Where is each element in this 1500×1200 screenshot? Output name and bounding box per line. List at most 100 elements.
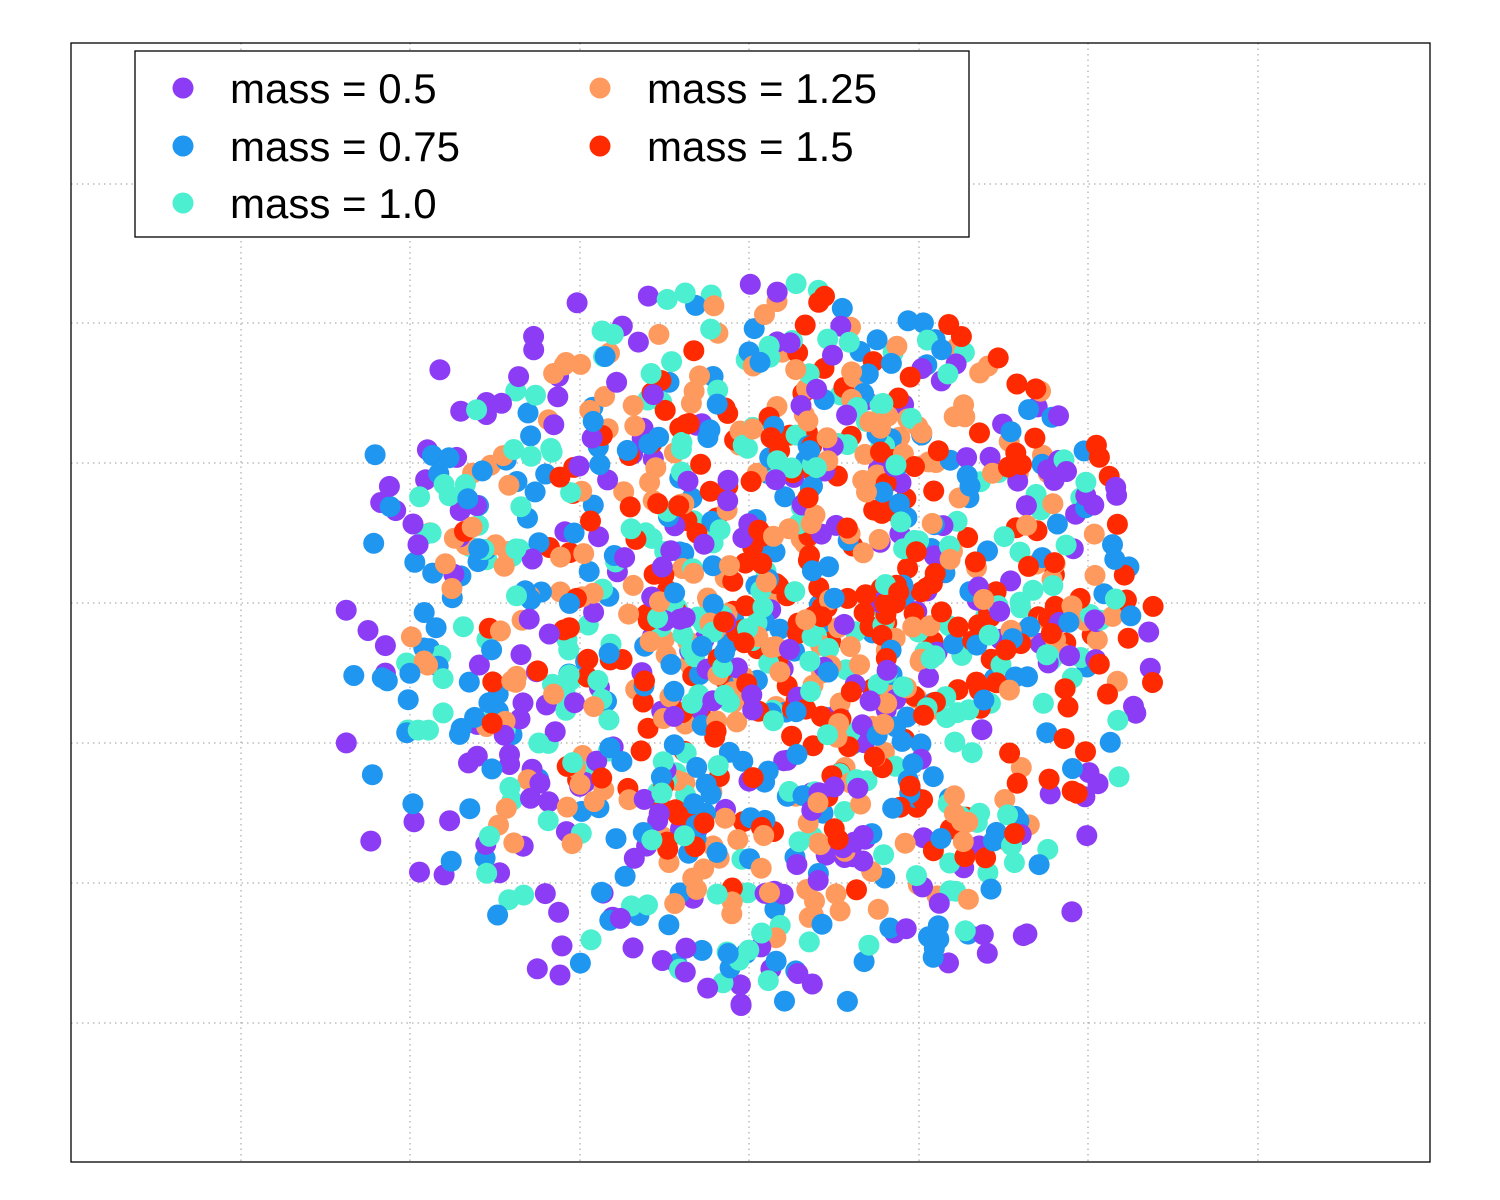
data-point [459, 798, 481, 820]
data-point [1076, 825, 1098, 847]
data-point [663, 734, 685, 756]
data-point [399, 662, 421, 684]
data-point [717, 943, 739, 964]
data-point [1042, 493, 1064, 515]
data-point [505, 538, 527, 560]
data-point [476, 862, 498, 884]
data-point [481, 712, 503, 734]
data-point [1138, 621, 1160, 643]
data-point [765, 950, 787, 972]
data-point [598, 642, 620, 664]
data-point [668, 495, 690, 517]
data-point [786, 743, 808, 765]
data-point [839, 636, 861, 658]
data-point [586, 750, 608, 772]
data-point [521, 548, 543, 570]
data-point [872, 392, 894, 414]
data-point [741, 684, 763, 706]
data-point [707, 755, 729, 777]
data-point [439, 810, 461, 832]
legend-label: mass = 1.0 [230, 180, 437, 227]
data-point [534, 883, 556, 905]
data-point [1061, 595, 1083, 617]
data-point [706, 393, 728, 415]
data-point [1058, 611, 1080, 633]
data-point [921, 512, 943, 534]
data-point [801, 626, 823, 648]
data-point [360, 830, 382, 852]
data-point [957, 527, 979, 548]
data-point [899, 366, 921, 388]
data-point [556, 796, 578, 818]
data-point [751, 922, 773, 944]
data-point [378, 475, 400, 497]
data-point [788, 831, 810, 853]
data-point [364, 444, 386, 466]
data-point [1038, 768, 1060, 790]
data-point [1066, 782, 1088, 804]
legend-item: mass = 0.5 [172, 65, 437, 112]
data-point [739, 273, 761, 295]
data-point [363, 532, 385, 554]
data-point [937, 363, 959, 385]
data-point [784, 581, 806, 603]
data-point [609, 907, 631, 929]
data-point [999, 742, 1021, 764]
legend: mass = 0.5 mass = 0.75 mass = 1.0 mass = 1.… [134, 50, 970, 238]
data-point [674, 961, 696, 983]
data-point [543, 683, 565, 705]
data-point [1053, 728, 1075, 750]
data-point [882, 797, 904, 819]
data-point [998, 456, 1019, 478]
data-point [663, 680, 685, 702]
data-point [648, 323, 670, 345]
data-point [1120, 605, 1142, 627]
data-point [825, 883, 847, 905]
data-point [335, 599, 357, 621]
data-point [905, 541, 927, 563]
data-point [806, 378, 828, 400]
data-point [503, 832, 525, 854]
data-point [487, 904, 509, 926]
data-point [409, 861, 430, 883]
data-point [517, 402, 539, 424]
data-point [961, 742, 983, 764]
data-point [858, 934, 880, 956]
data-point [900, 407, 922, 429]
data-point [1022, 579, 1044, 601]
data-point [794, 314, 816, 336]
data-point [564, 692, 585, 714]
data-point [849, 654, 871, 676]
data-point [894, 832, 916, 854]
data-point [918, 666, 939, 688]
data-point [630, 740, 652, 762]
data-point [614, 547, 636, 569]
data-point [1040, 623, 1062, 644]
data-point [804, 890, 825, 912]
data-point [537, 810, 559, 832]
data-point [583, 791, 605, 812]
data-point [863, 499, 885, 521]
data-point [713, 611, 735, 633]
data-point [498, 889, 520, 911]
data-point [434, 553, 456, 575]
data-point [520, 425, 542, 447]
data-point [700, 318, 722, 340]
data-point [637, 717, 659, 739]
data-point [581, 427, 603, 449]
data-point [1087, 773, 1109, 795]
data-point [599, 737, 621, 759]
data-point [714, 684, 736, 706]
data-point [719, 555, 740, 577]
data-point [740, 471, 762, 492]
data-point [852, 542, 874, 564]
data-point [566, 292, 588, 314]
data-point [897, 557, 919, 579]
data-point [693, 533, 715, 555]
data-point [840, 681, 862, 703]
data-point [829, 900, 851, 922]
plot-frame [70, 42, 1431, 1163]
data-point [855, 584, 877, 606]
data-point [863, 746, 885, 768]
